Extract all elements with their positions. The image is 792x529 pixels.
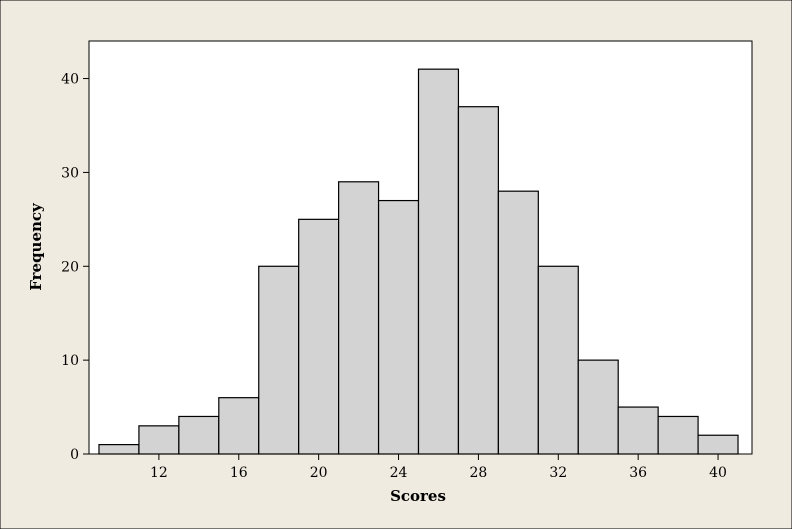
- x-tick-label: 32: [549, 465, 567, 481]
- bars-group: [98, 68, 739, 455]
- histogram-bar: [377, 199, 420, 455]
- histogram-bar: [258, 265, 300, 455]
- y-tick-label: 20: [61, 259, 79, 275]
- histogram-bar: [457, 106, 499, 455]
- histogram-bar: [138, 425, 180, 455]
- x-tick-label: 12: [150, 465, 168, 481]
- histogram-bar: [537, 265, 579, 455]
- y-axis: 0 10 20 30 40: [61, 72, 89, 463]
- y-tick-label: 30: [61, 165, 79, 181]
- histogram-bar: [218, 397, 260, 455]
- histogram-bar: [298, 218, 340, 455]
- histogram-bar: [697, 434, 739, 455]
- x-tick-label: 16: [230, 465, 248, 481]
- histogram-bar: [577, 359, 619, 455]
- x-axis: 12 16 20 24 28 32 36 40: [150, 454, 727, 481]
- y-tick-label: 0: [70, 447, 79, 463]
- x-tick-label: 40: [709, 465, 727, 481]
- histogram-bar: [497, 190, 539, 455]
- histogram-bar: [338, 181, 380, 455]
- y-tick-label: 40: [61, 72, 79, 88]
- histogram-bar: [657, 415, 699, 455]
- histogram-bar: [178, 415, 220, 455]
- x-tick-label: 20: [310, 465, 328, 481]
- x-axis-title: Scores: [390, 487, 446, 505]
- x-tick-label: 36: [629, 465, 647, 481]
- y-tick-label: 10: [61, 353, 79, 369]
- x-tick-label: 28: [469, 465, 487, 481]
- histogram-bar: [98, 444, 140, 455]
- y-axis-title: Frequency: [27, 202, 45, 291]
- histogram-bar: [417, 68, 460, 455]
- histogram-bar: [617, 406, 659, 455]
- x-tick-label: 24: [390, 465, 408, 481]
